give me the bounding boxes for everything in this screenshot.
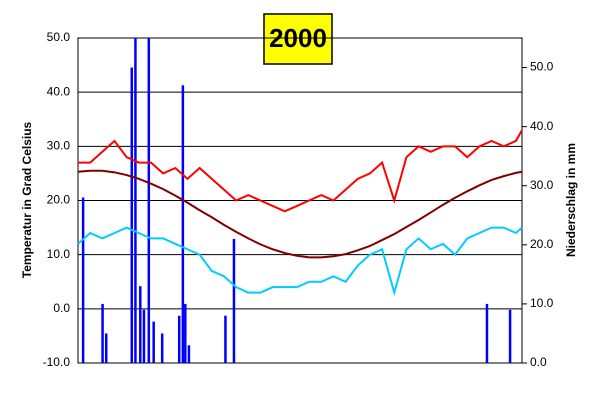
y2-tick-label: 20.0 [530,237,554,251]
y-tick-label: 0.0 [53,301,70,315]
y-axis-label: Temperatur in Grad Celsius [20,121,34,278]
line-series [78,129,523,213]
precip-bar [139,286,142,363]
y-tick-label: -10.0 [43,355,71,369]
y-tick-label: 30.0 [47,139,71,153]
precip-bar [508,309,512,363]
precip-bar [224,315,227,363]
precip-bar [147,38,151,363]
y2-tick-label: 50.0 [530,60,554,74]
line-series [77,169,523,259]
precip-bar [81,197,85,363]
y-tick-label: 50.0 [47,30,71,44]
y2-axis-label: Niederschlag in mm [564,143,578,257]
title-box [263,13,333,65]
precip-bar [177,315,181,363]
precip-bar [184,303,187,363]
y-tick-label: 40.0 [47,84,71,98]
precip-bar [232,238,236,363]
precip-bar [160,333,164,363]
precip-bar [142,309,146,363]
precip-bar [152,321,155,363]
y-tick-label: 10.0 [47,247,71,261]
y2-tick-label: 40.0 [530,119,554,133]
y2-tick-label: 10.0 [530,296,554,310]
precip-bar [134,38,137,363]
y2-tick-label: 30.0 [530,178,554,192]
precip-bar [485,303,489,363]
precip-bar [187,345,191,363]
precip-bar [181,85,185,363]
precip-bar [104,333,108,363]
y2-tick-label: 0.0 [530,355,547,369]
y-tick-label: 20.0 [47,193,71,207]
line-series [77,226,523,297]
precip-bar [101,303,104,363]
precip-bar [130,67,134,363]
